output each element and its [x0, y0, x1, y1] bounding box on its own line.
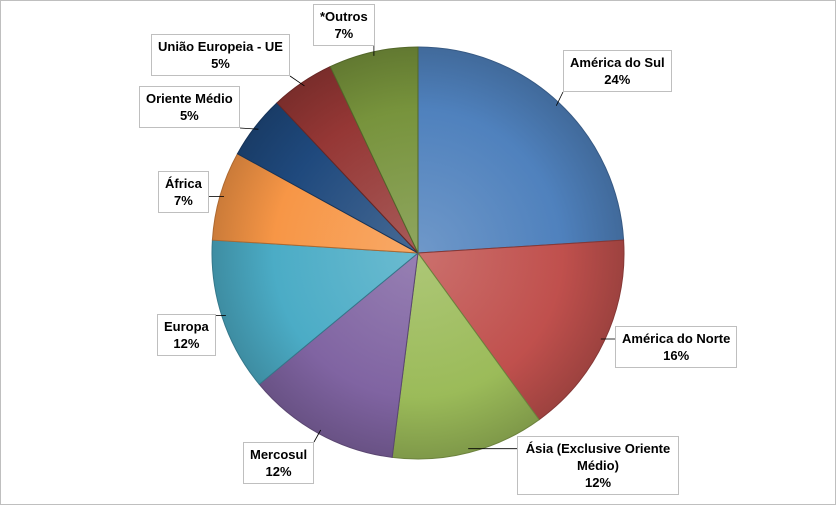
leader-line-3 [313, 429, 322, 443]
data-label-mercosul: Mercosul 12% [243, 442, 315, 484]
data-label-europa: Europa 12% [157, 314, 216, 356]
pie-slice-0 [417, 46, 625, 254]
data-label-africa: África 7% [158, 171, 209, 213]
data-label-america-do-sul: América do Sul 24% [563, 50, 672, 92]
pie-slice-2 [391, 251, 540, 460]
pie-slice-1 [417, 239, 625, 421]
data-label-outros: *Outros 7% [313, 4, 375, 46]
pie-slice-4 [211, 239, 420, 386]
leader-line-6 [239, 127, 259, 130]
leader-line-7 [289, 75, 305, 87]
data-label-america-do-norte: América do Norte 16% [615, 326, 738, 368]
pie-slice-8 [329, 46, 419, 254]
data-label-oriente-medio: Oriente Médio 5% [139, 86, 240, 128]
data-label-asia: Ásia (Exclusive Oriente Médio) 12% [517, 436, 679, 495]
data-label-uniao-europeia: União Europeia - UE 5% [151, 34, 290, 76]
leader-line-0 [555, 91, 564, 106]
